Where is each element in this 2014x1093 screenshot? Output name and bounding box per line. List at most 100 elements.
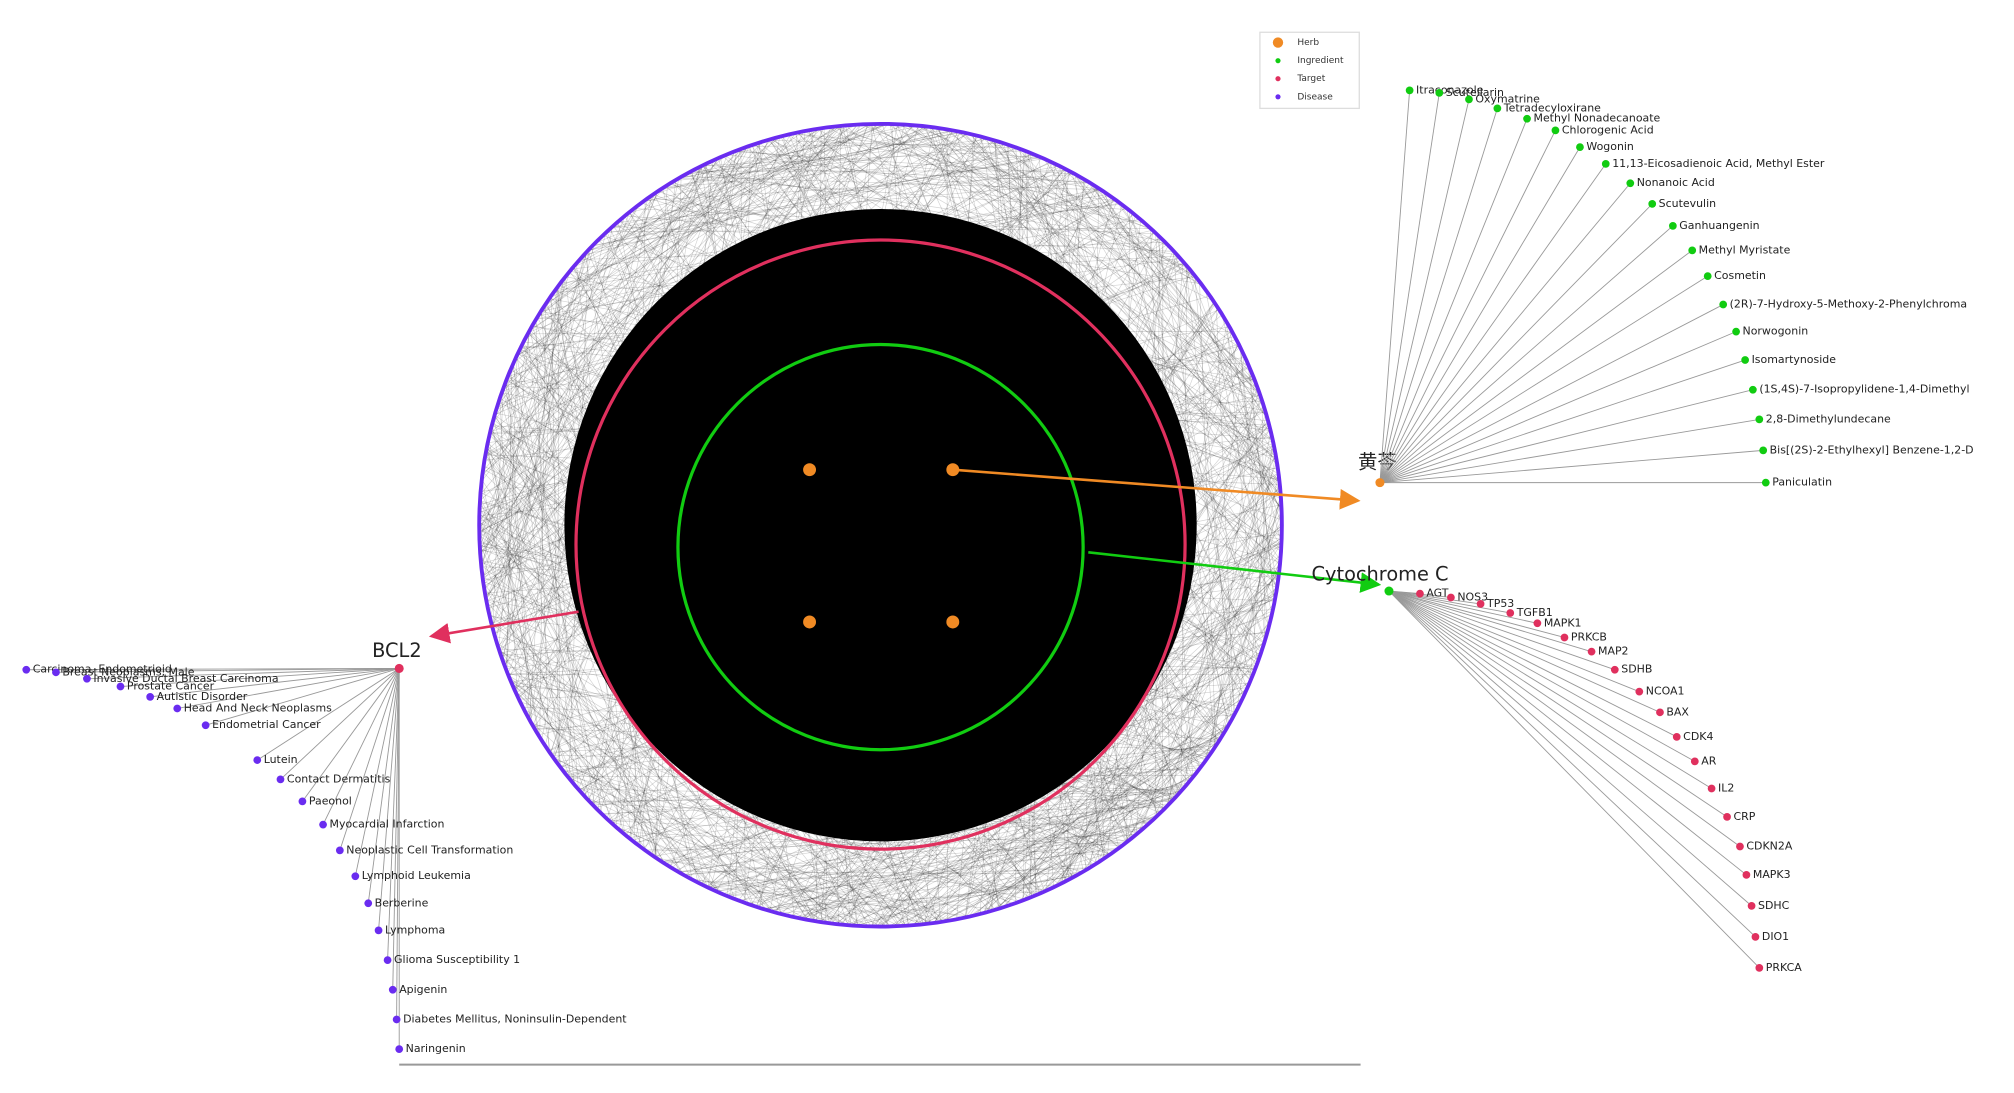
edge — [569, 271, 1037, 896]
node — [1755, 963, 1764, 972]
edge — [644, 174, 1076, 201]
edge — [599, 125, 843, 813]
target-hub-label: Cytochrome C — [1312, 563, 1449, 586]
edge — [575, 263, 645, 850]
edge — [490, 400, 1263, 433]
edge — [925, 126, 1180, 794]
edge — [837, 125, 1190, 269]
edge — [1247, 363, 1275, 602]
edge — [1029, 152, 1190, 782]
edge — [816, 128, 822, 922]
edge — [835, 525, 1282, 925]
edge — [984, 622, 1271, 913]
edge — [677, 871, 1079, 875]
edge — [1137, 482, 1280, 834]
edge — [479, 124, 858, 554]
edge — [1053, 586, 1278, 888]
edge — [508, 126, 931, 375]
edge — [922, 125, 1262, 651]
edge — [504, 123, 877, 666]
edge — [632, 594, 1276, 842]
spoke — [1388, 590, 1760, 969]
edge — [479, 215, 626, 552]
edge — [527, 333, 1111, 855]
edge — [589, 791, 1181, 802]
edge — [702, 165, 1161, 814]
spoke — [339, 668, 400, 851]
edge — [1058, 165, 1233, 720]
edge — [548, 445, 1274, 752]
edge — [527, 334, 575, 785]
edge — [497, 164, 706, 406]
edge — [516, 125, 844, 357]
legend-label: Herb — [1297, 38, 1319, 48]
edge — [494, 414, 1110, 856]
edge — [823, 127, 839, 925]
edge — [544, 304, 1009, 906]
edge — [489, 188, 1101, 433]
edge — [479, 532, 1005, 908]
node — [1719, 300, 1728, 309]
node — [1610, 665, 1619, 674]
edge — [716, 188, 1100, 892]
edge — [533, 529, 1282, 728]
herb-node — [803, 615, 817, 629]
edge — [507, 188, 1100, 377]
edge — [948, 129, 1277, 457]
edge — [601, 792, 1180, 814]
edge — [486, 448, 1204, 764]
node — [1656, 708, 1664, 717]
edge — [980, 687, 1248, 914]
spoke — [205, 668, 400, 726]
node — [1435, 89, 1444, 97]
edge — [628, 212, 1282, 546]
edge — [549, 123, 871, 299]
edge — [1015, 147, 1072, 879]
edge — [676, 124, 911, 180]
node-label: CRP — [1734, 810, 1756, 823]
edge — [485, 164, 704, 601]
edge — [591, 803, 1145, 829]
edge — [484, 456, 861, 927]
edge — [1150, 228, 1172, 803]
edge — [505, 381, 531, 721]
edge — [518, 666, 1257, 700]
edge — [770, 138, 1248, 688]
edge — [482, 199, 1117, 577]
edge — [605, 157, 1042, 234]
edge — [931, 666, 1257, 924]
arrow — [1088, 551, 1382, 593]
edge — [994, 140, 1070, 880]
spoke — [280, 668, 400, 780]
edge — [481, 157, 720, 482]
spoke — [1379, 331, 1737, 484]
edge — [498, 648, 1256, 669]
edge — [969, 133, 1281, 495]
edge — [494, 125, 914, 635]
edge — [979, 150, 1025, 914]
spoke — [1388, 590, 1565, 638]
edge — [664, 598, 1276, 865]
edge — [1038, 156, 1128, 842]
node-label: Head And Neck Neoplasms — [184, 701, 332, 714]
edge — [794, 818, 1155, 918]
edge — [669, 135, 978, 868]
edge — [557, 130, 953, 288]
node — [1668, 221, 1677, 230]
edge — [608, 806, 1167, 821]
spoke — [302, 668, 400, 802]
spoke — [1388, 590, 1592, 653]
edge — [697, 867, 1090, 883]
node — [1761, 478, 1770, 487]
edge — [550, 598, 1276, 755]
edge — [1051, 162, 1282, 547]
edge — [896, 124, 1159, 816]
edge — [479, 500, 1235, 716]
edge — [794, 132, 1127, 843]
node-label: Tetradecyloxirane — [1503, 101, 1601, 114]
edge — [780, 136, 1098, 864]
edge — [988, 277, 1197, 912]
edge — [1261, 401, 1266, 640]
edge — [788, 134, 1134, 838]
edge — [592, 156, 1041, 247]
